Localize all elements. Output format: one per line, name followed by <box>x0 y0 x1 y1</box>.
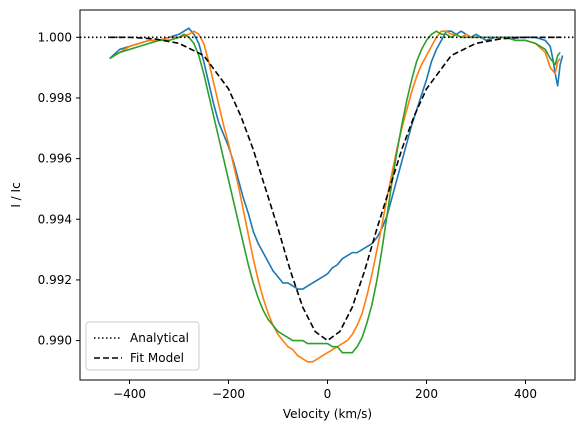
legend-label-fit-model: Fit Model <box>130 351 184 365</box>
y-tick-label: 0.996 <box>38 152 72 166</box>
legend: Analytical Fit Model <box>85 321 200 371</box>
y-tick-label: 0.994 <box>38 212 72 226</box>
x-tick-label: −400 <box>113 387 146 401</box>
y-axis-label: I / Ic <box>9 182 23 207</box>
y-tick-label: 0.998 <box>38 91 72 105</box>
series-line-fit-model <box>109 36 561 342</box>
x-tick-label: 400 <box>514 387 537 401</box>
y-tick-label: 1.000 <box>38 30 72 44</box>
legend-label-analytical: Analytical <box>130 331 189 345</box>
y-tick-label: 0.992 <box>38 273 72 287</box>
y-tick-label: 0.990 <box>38 334 72 348</box>
x-axis: −400 −200 0 200 400 <box>113 380 537 401</box>
series-line-series-4 <box>109 30 561 354</box>
y-axis: 0.990 0.992 0.994 0.996 0.998 1.000 <box>38 30 80 348</box>
x-tick-label: 0 <box>324 387 332 401</box>
x-tick-label: −200 <box>212 387 245 401</box>
series-line-series-2 <box>109 27 564 290</box>
series-line-series-3 <box>109 30 561 363</box>
series-layer <box>80 27 575 363</box>
x-tick-label: 200 <box>415 387 438 401</box>
x-axis-label: Velocity (km/s) <box>283 407 372 421</box>
